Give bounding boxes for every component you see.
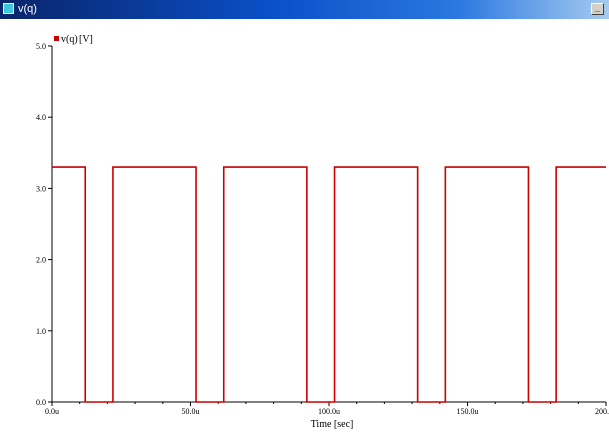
x-tick-label: 50.0u — [182, 407, 200, 416]
x-tick-label: 200.0u — [595, 407, 609, 416]
y-tick-label: 3.0 — [36, 184, 46, 193]
chart-legend: v(q) [V] — [54, 34, 93, 45]
minimize-button[interactable]: _ — [591, 3, 604, 15]
waveform-chart: 0.0 1.0 2.0 3.0 4.0 5.0 0.0u 50.0u 100.0u 150.0u 2… — [36, 34, 609, 430]
y-tick-label: 5.0 — [36, 42, 46, 51]
x-tick-label: 0.0u — [45, 407, 59, 416]
x-tick-label: 100.0u — [318, 407, 340, 416]
chart-traces — [52, 166, 606, 403]
x-axis-label: Time [sec] — [311, 419, 354, 430]
waveform-window-icon — [3, 3, 14, 14]
y-tick-label: 2.0 — [36, 256, 46, 265]
y-tick-label: 1.0 — [36, 327, 46, 336]
legend-swatch — [54, 36, 59, 41]
y-tick-label: 4.0 — [36, 113, 46, 122]
series-line-v(q) — [52, 166, 606, 403]
chart-axes: 0.0 1.0 2.0 3.0 4.0 5.0 0.0u 50.0u 100.0u 150.0u 2… — [36, 42, 609, 430]
x-tick-label: 150.0u — [457, 407, 479, 416]
legend-unit: [V] — [79, 34, 93, 45]
window-title: v(q) — [18, 3, 37, 15]
title-bar[interactable]: v(q) _ — [0, 0, 609, 19]
legend-label: v(q) — [61, 34, 78, 45]
y-tick-label: 0.0 — [36, 398, 46, 407]
